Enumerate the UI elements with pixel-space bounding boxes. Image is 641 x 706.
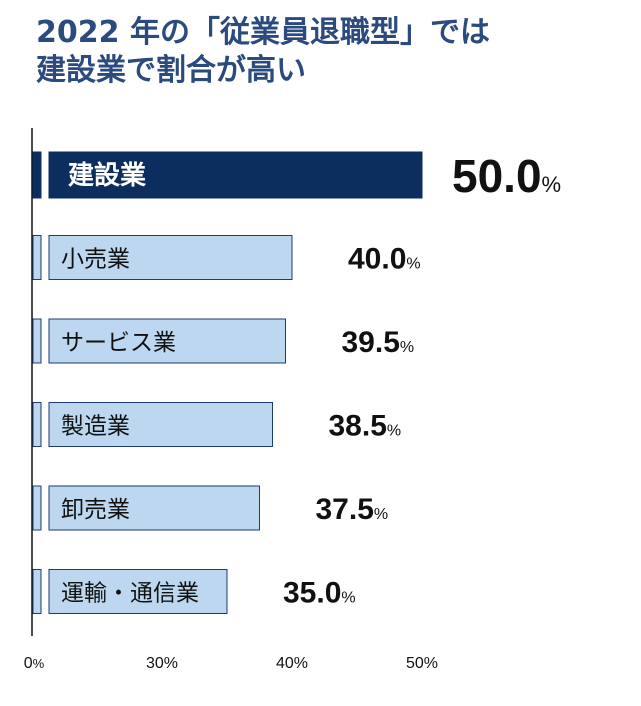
bar-stub [32,151,42,199]
x-tick-label: 50% [406,655,438,672]
bar-category-label: 運輸・通信業 [61,581,199,607]
chart-title: 2022 年の「従業員退職型」では 建設業で割合が高い [36,14,626,90]
bar [48,318,286,364]
bar-value-label: 40.0% [348,243,421,276]
bar-value-label: 37.5% [316,493,389,526]
bar-value-number: 40.0 [348,243,406,276]
x-tick-label: 0% [24,655,45,672]
bar-stub [32,402,42,447]
bar-value-unit: % [387,423,401,440]
bar [48,485,260,531]
chart-title-line-2: 建設業で割合が高い [36,53,306,88]
bar-stub [32,318,42,364]
x-tick-label: 30% [146,655,178,672]
bar-value-number: 39.5 [342,326,400,359]
bar-value-label: 35.0% [283,577,356,610]
bar-value-unit: % [374,506,388,523]
bar-value-unit: % [400,339,414,356]
chart-title-line-1: 2022 年の「従業員退職型」では [36,15,490,50]
bar-value-number: 50.0 [452,150,542,202]
bar-value-number: 38.5 [329,410,387,443]
bar-category-label: サービス業 [61,330,176,356]
bar [48,402,273,447]
bar [48,151,423,199]
bar-value-label: 50.0% [452,150,561,202]
bar-value-unit: % [542,172,562,197]
bar [48,235,293,280]
bar-value-unit: % [341,590,355,607]
bar-stub [32,569,42,614]
bar-stub [32,485,42,531]
bar-stub [32,235,42,280]
bar [48,569,228,614]
x-tick-label: 40% [276,655,308,672]
bar-value-label: 38.5% [329,410,402,443]
bar-value-number: 35.0 [283,577,341,610]
x-tick-unit: % [33,656,45,671]
bar-category-label: 小売業 [61,247,130,273]
bar-value-unit: % [406,256,420,273]
bar-value-label: 39.5% [342,326,415,359]
bar-value-number: 37.5 [316,493,374,526]
bar-category-label: 建設業 [68,160,146,191]
bar-category-label: 卸売業 [61,497,130,523]
bar-category-label: 製造業 [61,414,130,440]
